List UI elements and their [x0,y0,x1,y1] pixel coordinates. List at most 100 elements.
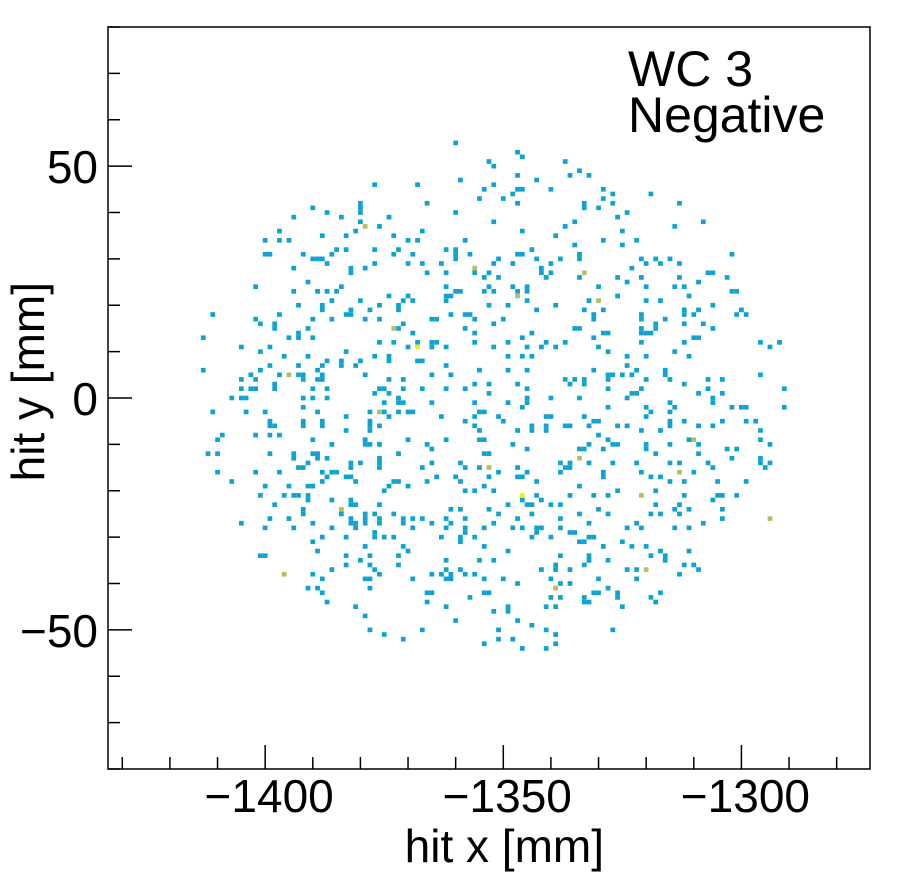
hit-bin [615,442,620,447]
hit-bin [677,261,682,266]
hit-bin [267,516,273,521]
hit-bin [472,330,478,336]
hit-bin [277,238,282,243]
hit-bin [481,641,487,647]
hit-bin [253,316,259,322]
hit-bin [586,599,592,605]
hit-bin [319,307,325,313]
hit-bin [639,312,644,317]
hit-bin [577,168,582,174]
hit-bin [405,483,411,489]
hit-bin [734,493,740,498]
hit-bin [600,544,606,549]
hit-bin [472,571,478,577]
hit-bin [262,483,268,489]
hit-bin [324,386,330,392]
hit-bin [600,469,606,475]
hit-bin [424,590,430,596]
hit-bin [462,418,468,424]
hit-bin [529,423,535,429]
hit-bin [429,400,435,405]
hit-bin [562,423,568,429]
hit-bin [629,265,635,271]
hit-bin [619,539,625,545]
hit-bin [615,590,620,596]
hit-bin [296,372,301,378]
hit-bin [391,233,397,239]
hit-bin [691,312,697,317]
hit-bin [324,358,330,364]
hit-bin [348,460,354,466]
hit-bin [572,326,578,331]
hit-bin [462,530,468,535]
hit-bin [462,386,468,392]
hit-bin [458,479,463,484]
hit-bin [624,210,630,215]
hit-bin [610,372,616,378]
hit-bin [696,307,701,313]
hit-bin [300,511,306,517]
hit-bin [696,442,701,447]
hit-bin [400,636,406,642]
hit-bin [315,409,320,415]
hit-bin [267,451,273,456]
y-tick-label: 50 [47,141,98,193]
hit-bin [481,289,487,294]
hit-bin [338,506,344,512]
hit-bin [448,312,454,317]
hit-bin [458,177,463,183]
hit-bin [462,465,468,470]
hit-bin [581,381,587,387]
hit-bin [262,525,268,531]
hit-bin [367,307,373,313]
hit-bin [453,474,459,480]
hit-bin [634,576,640,582]
hit-bin [715,493,720,498]
hit-bin [367,576,373,582]
hit-bin [491,520,497,526]
hit-bin [267,251,273,257]
hit-bin [329,442,335,447]
hit-bin [367,423,373,429]
hit-bin [358,358,363,364]
y-tick-label: −50 [20,605,98,657]
hit-bin [643,567,649,572]
hit-bin [319,423,325,429]
hit-bin [429,520,435,526]
hit-bin [348,265,354,271]
hit-bin [510,525,516,531]
hit-bin [577,446,582,452]
hit-bin [462,312,468,317]
hit-bin [677,511,682,517]
hit-bin [719,506,725,512]
hit-bin [424,479,430,484]
hit-bin [653,599,659,605]
hit-bin [605,585,611,591]
hit-bin [686,353,692,359]
hit-bin [515,381,520,387]
hit-bin [381,400,387,405]
hit-bin [377,516,382,521]
hit-bin [743,312,749,317]
hit-bin [719,377,725,382]
hit-bin [643,442,649,447]
hit-bin [377,465,382,470]
hit-bin [658,474,663,480]
hit-bin [491,163,497,169]
hit-bin [567,581,573,586]
hit-bin [515,200,520,206]
hit-bin [267,344,273,350]
hit-bin [577,483,582,489]
hit-bin [577,326,582,331]
hit-bin [639,428,644,433]
hit-bin [543,340,549,345]
hit-bin [729,289,735,294]
hit-bin [605,386,611,392]
hit-bin [491,261,497,266]
hit-bin [448,506,454,512]
hit-bin [315,256,320,262]
hit-bin [577,275,582,280]
hit-bin [539,265,544,271]
hit-bin [424,442,430,447]
hit-bin [639,256,644,262]
